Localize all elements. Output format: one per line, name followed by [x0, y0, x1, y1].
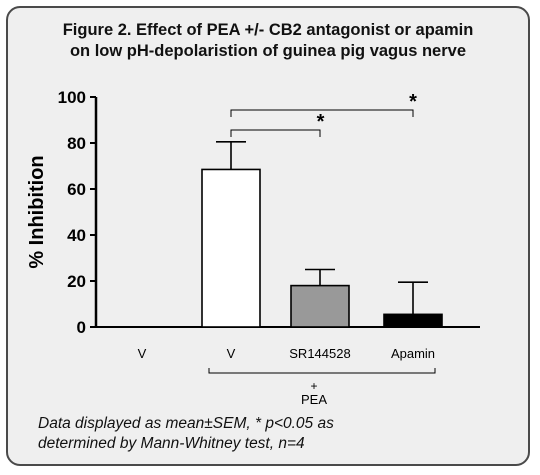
- significance-bracket: [230, 129, 321, 137]
- y-tick-label: 80: [67, 134, 86, 153]
- x-tick-label: Apamin: [391, 346, 435, 361]
- y-axis-label: % Inhibition: [26, 155, 48, 268]
- figure-title-line-2: on low pH-depolaristion of guinea pig va…: [69, 42, 467, 60]
- x-tick-label: SR144528: [289, 346, 350, 361]
- caption-line-1: Data displayed as mean±SEM, * p<0.05 as: [38, 415, 334, 432]
- figure-caption: Data displayed as mean±SEM, * p<0.05 as …: [38, 414, 334, 454]
- y-tick-label: 60: [67, 180, 86, 199]
- bar: [290, 284, 350, 328]
- bar: [383, 313, 443, 328]
- y-tick-label: 100: [58, 88, 86, 107]
- bar: [201, 168, 261, 328]
- x-tick-label: V: [227, 346, 236, 361]
- figure-title: Figure 2. Effect of PEA +/- CB2 antagoni…: [8, 20, 528, 62]
- caption-line-2: determined by Mann-Whitney test, n=4: [38, 435, 305, 452]
- figure-title-line-1: Figure 2. Effect of PEA +/- CB2 antagoni…: [62, 21, 474, 39]
- group-label-plus: +: [310, 379, 317, 393]
- y-tick-label: 40: [67, 226, 86, 245]
- significance-marker: *: [317, 111, 325, 133]
- x-tick-label: V: [138, 346, 147, 361]
- significance-marker: *: [409, 91, 417, 113]
- group-label-pea: PEA: [301, 392, 327, 407]
- y-tick-label: 20: [67, 272, 86, 291]
- significance-bracket: [230, 109, 414, 117]
- group-bracket: [208, 368, 436, 374]
- y-tick-label: 0: [77, 318, 86, 337]
